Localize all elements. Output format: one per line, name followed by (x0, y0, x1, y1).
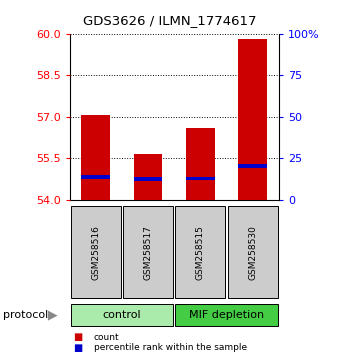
Bar (82, 176, 110, 179)
Text: GDS3626 / ILMN_1774617: GDS3626 / ILMN_1774617 (83, 14, 257, 27)
Text: GSM258515: GSM258515 (196, 225, 205, 280)
FancyBboxPatch shape (175, 206, 225, 298)
Bar (82, 115, 110, 200)
Text: percentile rank within the sample: percentile rank within the sample (94, 343, 246, 352)
Bar (134, 177, 163, 181)
Text: GSM258516: GSM258516 (91, 225, 100, 280)
Text: count: count (94, 333, 119, 342)
FancyBboxPatch shape (227, 206, 278, 298)
Text: ■: ■ (73, 343, 82, 353)
Bar (186, 128, 215, 200)
Bar (186, 177, 215, 180)
Bar (134, 154, 163, 200)
FancyBboxPatch shape (175, 304, 278, 326)
Text: ▶: ▶ (48, 309, 57, 321)
FancyBboxPatch shape (123, 206, 173, 298)
Text: MIF depletion: MIF depletion (189, 310, 264, 320)
Bar (238, 164, 267, 168)
FancyBboxPatch shape (71, 206, 121, 298)
Bar (238, 39, 267, 200)
Text: protocol: protocol (3, 310, 49, 320)
Text: control: control (103, 310, 141, 320)
Text: GSM258517: GSM258517 (143, 225, 153, 280)
Text: ■: ■ (73, 332, 82, 342)
Text: GSM258530: GSM258530 (248, 225, 257, 280)
FancyBboxPatch shape (71, 304, 173, 326)
